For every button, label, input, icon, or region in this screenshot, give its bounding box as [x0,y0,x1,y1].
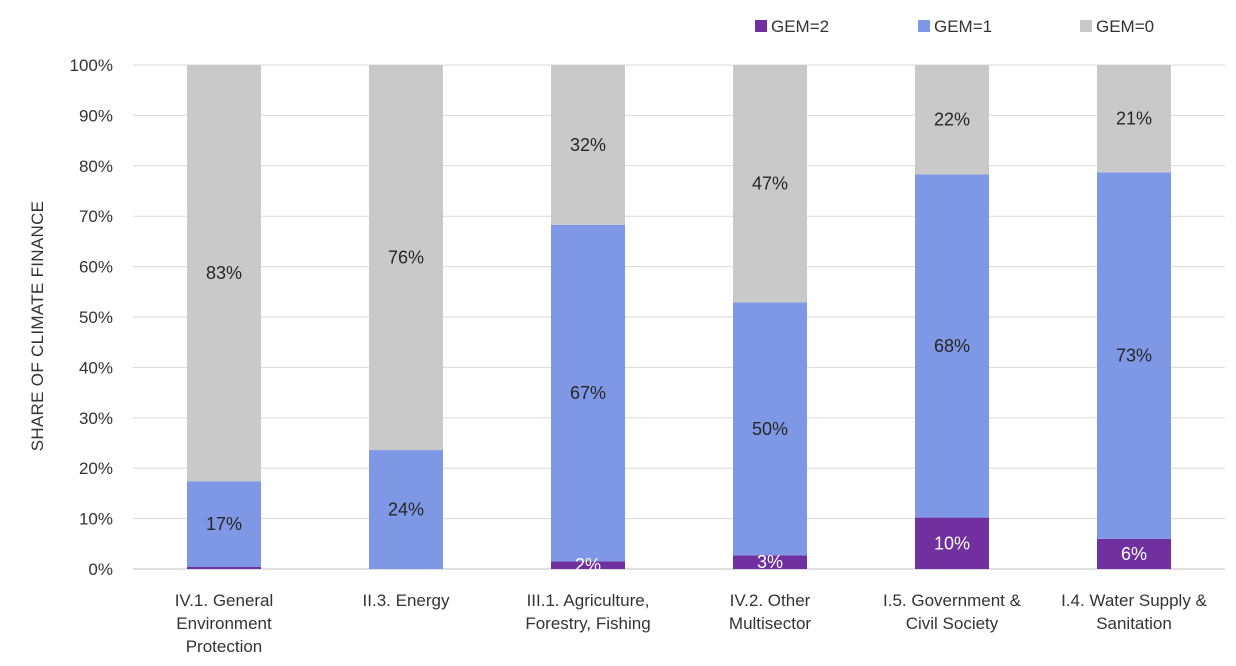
legend-swatch [918,20,930,32]
legend-swatch [1080,20,1092,32]
x-category-label: Protection [186,637,263,656]
y-tick-label: 50% [79,308,113,327]
x-category-label: Environment [176,614,272,633]
y-tick-label: 70% [79,207,113,226]
data-label: 10% [934,533,970,553]
x-category-label: Multisector [729,614,812,633]
x-category-label: I.5. Government & [883,591,1022,610]
y-axis-ticks: 0% 10% 20% 30% 40% 50% 60% 70% 80% 90% 100% [70,56,113,579]
legend-label: GEM=1 [934,17,992,36]
data-label: 6% [1121,544,1147,564]
x-category-label: IV.2. Other [730,591,811,610]
data-label: 50% [752,419,788,439]
x-category-label: II.3. Energy [363,591,450,610]
data-label: 3% [757,552,783,572]
x-category-label: Forestry, Fishing [525,614,650,633]
data-label: 76% [388,248,424,268]
data-label: 22% [934,110,970,130]
y-tick-label: 100% [70,56,113,75]
legend-label: GEM=0 [1096,17,1154,36]
x-category-label: III.1. Agriculture, [527,591,650,610]
data-label: 67% [570,383,606,403]
y-tick-label: 10% [79,510,113,529]
data-label: 73% [1116,346,1152,366]
x-category-label: I.4. Water Supply & [1061,591,1207,610]
y-axis-title: SHARE OF CLIMATE FINANCE [28,201,47,452]
x-category-label: Civil Society [906,614,999,633]
data-label: 21% [1116,109,1152,129]
data-label: 2% [575,555,601,575]
y-tick-label: 90% [79,106,113,125]
legend-label: GEM=2 [771,17,829,36]
y-tick-label: 0% [88,560,113,579]
y-tick-label: 20% [79,459,113,478]
y-tick-label: 80% [79,157,113,176]
legend: GEM=2 GEM=1 GEM=0 [755,17,1154,36]
data-labels: 17% 83% 24% 76% 2% 67% 32% 3% 50% 47% 10% 68% 22% 6% 7… [206,109,1152,576]
data-label: 24% [388,500,424,520]
gridlines [133,65,1225,569]
legend-swatch [755,20,767,32]
bar-segment [187,567,261,569]
y-tick-label: 40% [79,358,113,377]
data-label: 17% [206,514,242,534]
data-label: 47% [752,174,788,194]
data-label: 32% [570,135,606,155]
x-axis-categories: IV.1. General Environment Protection II.3. … [175,591,1208,656]
data-label: 83% [206,263,242,283]
x-category-label: Sanitation [1096,614,1172,633]
y-tick-label: 30% [79,409,113,428]
data-label: 68% [934,336,970,356]
x-category-label: IV.1. General [175,591,274,610]
y-tick-label: 60% [79,258,113,277]
